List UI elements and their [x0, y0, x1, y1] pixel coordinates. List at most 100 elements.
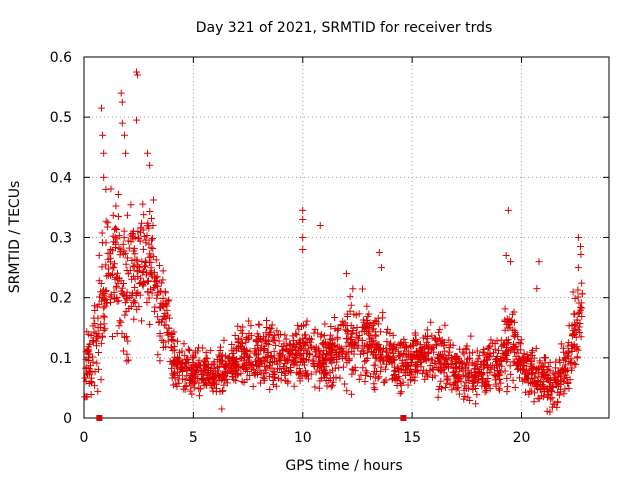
data-point	[271, 373, 279, 381]
x-tick-label: 10	[294, 430, 312, 446]
data-point	[203, 354, 211, 362]
data-point	[168, 364, 176, 372]
data-point	[98, 263, 106, 271]
data-point	[155, 262, 163, 270]
data-point	[112, 202, 120, 210]
data-point	[145, 294, 153, 302]
data-point	[115, 297, 123, 305]
data-point	[544, 390, 552, 398]
data-point	[297, 368, 305, 376]
data-point	[442, 355, 450, 363]
data-point	[95, 251, 103, 259]
data-point	[290, 342, 298, 350]
data-point	[357, 371, 365, 379]
data-point	[152, 274, 160, 282]
data-point	[416, 340, 424, 348]
data-point	[135, 303, 143, 311]
data-point	[255, 321, 263, 329]
x-axis-label: GPS time / hours	[285, 458, 402, 474]
data-point	[112, 284, 120, 292]
data-point	[296, 369, 304, 377]
data-point	[121, 299, 129, 307]
data-point	[467, 332, 475, 340]
data-point	[441, 347, 449, 355]
data-point	[424, 371, 432, 379]
data-point	[283, 347, 291, 355]
data-point	[91, 382, 99, 390]
data-point	[95, 348, 103, 356]
data-point	[575, 308, 583, 316]
data-point	[228, 341, 236, 349]
y-tick-label: 0.6	[50, 50, 72, 66]
data-point	[280, 340, 288, 348]
data-point	[546, 408, 554, 416]
data-point	[205, 376, 213, 384]
data-point	[104, 265, 112, 273]
data-point	[119, 291, 127, 299]
data-point	[295, 364, 303, 372]
data-point	[326, 368, 334, 376]
data-point	[421, 332, 429, 340]
data-point	[347, 321, 355, 329]
data-point	[193, 362, 201, 370]
x-tick-label: 5	[189, 430, 198, 446]
data-point	[238, 340, 246, 348]
data-point	[231, 331, 239, 339]
data-point	[559, 344, 567, 352]
data-point	[117, 318, 125, 326]
data-point	[328, 335, 336, 343]
data-point	[92, 337, 100, 345]
data-point	[149, 196, 157, 204]
data-point	[211, 367, 219, 375]
data-point	[148, 235, 156, 243]
data-point	[333, 355, 341, 363]
data-point	[551, 400, 559, 408]
data-point	[221, 363, 229, 371]
data-point	[339, 317, 347, 325]
data-point	[263, 324, 271, 332]
data-point	[303, 339, 311, 347]
data-point	[175, 355, 183, 363]
data-point	[112, 239, 120, 247]
data-point	[304, 375, 312, 383]
data-point	[144, 278, 152, 286]
data-point	[493, 337, 501, 345]
data-point	[314, 329, 322, 337]
data-point	[95, 365, 103, 373]
data-point	[273, 327, 281, 335]
data-point	[222, 352, 230, 360]
data-point	[562, 361, 570, 369]
data-point	[443, 379, 451, 387]
data-point	[125, 244, 133, 252]
data-point	[118, 330, 126, 338]
chart-title: Day 321 of 2021, SRMTID for receiver trd…	[196, 20, 493, 36]
data-point	[388, 354, 396, 362]
data-point	[431, 359, 439, 367]
data-point	[318, 360, 326, 368]
data-point	[528, 380, 536, 388]
data-point	[559, 378, 567, 386]
data-point	[371, 385, 379, 393]
data-point	[171, 346, 179, 354]
data-point	[327, 344, 335, 352]
data-point	[343, 334, 351, 342]
data-point	[437, 377, 445, 385]
data-point	[560, 367, 568, 375]
data-point	[355, 310, 363, 318]
data-point	[423, 326, 431, 334]
data-point	[403, 356, 411, 364]
data-point	[485, 343, 493, 351]
data-point	[286, 341, 294, 349]
data-point	[345, 356, 353, 364]
data-point	[153, 282, 161, 290]
data-point	[244, 336, 252, 344]
data-point	[138, 258, 146, 266]
data-point	[117, 89, 125, 97]
data-point	[393, 381, 401, 389]
data-point	[544, 374, 552, 382]
data-point	[104, 219, 112, 227]
data-point	[154, 313, 162, 321]
data-point	[164, 297, 172, 305]
data-point	[354, 335, 362, 343]
data-point	[315, 353, 323, 361]
